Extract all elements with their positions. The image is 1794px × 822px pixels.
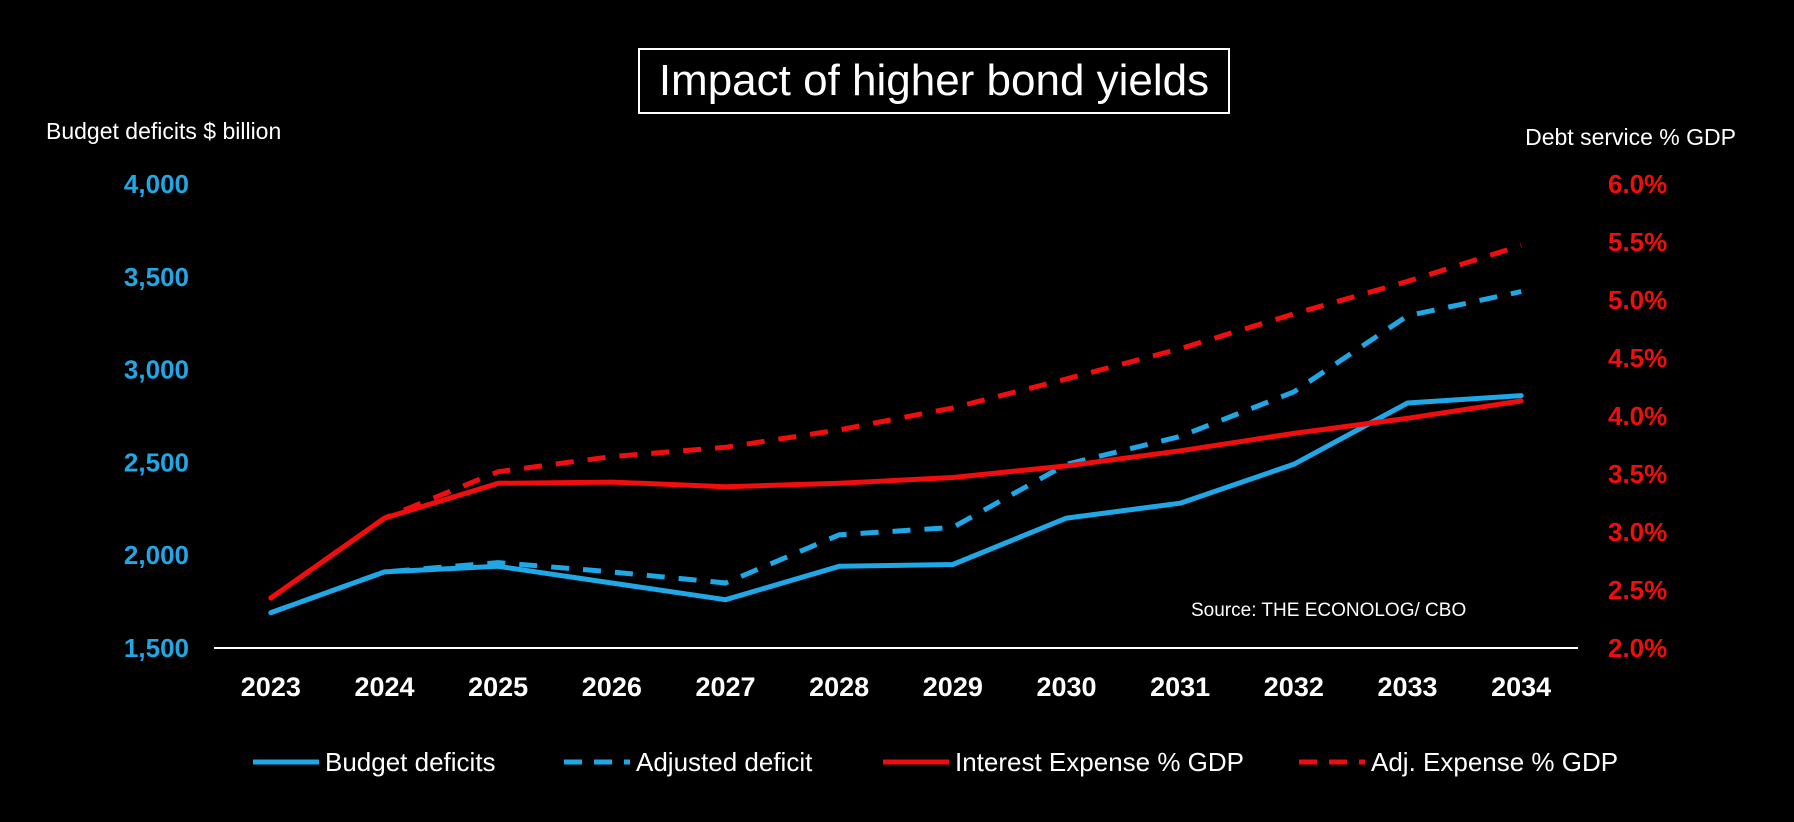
right-tick-label: 5.5% <box>1608 227 1667 257</box>
x-tick-label: 2024 <box>354 672 414 702</box>
right-tick-label: 3.5% <box>1608 459 1667 489</box>
legend-item-budget-deficits: Budget deficits <box>253 742 496 782</box>
legend-item-adjusted-deficit: Adjusted deficit <box>564 742 812 782</box>
source-note: Source: THE ECONOLOG/ CBO <box>1191 600 1467 621</box>
left-tick-label: 4,000 <box>124 169 189 199</box>
right-tick-label: 2.5% <box>1608 575 1667 605</box>
legend-label: Adj. Expense % GDP <box>1371 746 1619 777</box>
x-tick-label: 2026 <box>582 672 642 702</box>
x-tick-label: 2023 <box>241 672 301 702</box>
legend-swatch-interest-expense <box>883 759 949 765</box>
legend-swatch-budget-deficits <box>253 759 319 765</box>
legend: Budget deficits Adjusted deficit Interes… <box>0 742 1794 782</box>
legend-label: Interest Expense % GDP <box>955 746 1245 777</box>
right-tick-label: 6.0% <box>1608 169 1667 199</box>
x-tick-label: 2034 <box>1491 672 1551 702</box>
right-tick-label: 4.5% <box>1608 343 1667 373</box>
legend-item-interest-expense: Interest Expense % GDP <box>883 742 1244 782</box>
left-tick-label: 2,500 <box>124 447 189 477</box>
legend-item-adj-expense: Adj. Expense % GDP <box>1299 742 1618 782</box>
right-tick-label: 2.0% <box>1608 633 1667 663</box>
legend-label: Adjusted deficit <box>636 746 813 777</box>
x-tick-label: 2025 <box>468 672 528 702</box>
chart-title: Impact of higher bond yields <box>658 56 1210 105</box>
legend-swatch-adj-expense <box>1299 759 1365 765</box>
series-line-budget-deficits <box>268 393 1524 616</box>
x-tick-label: 2031 <box>1150 672 1210 702</box>
x-tick-label: 2028 <box>809 672 869 702</box>
chart-title-box: Impact of higher bond yields <box>638 48 1230 114</box>
left-tick-label: 2,000 <box>124 540 189 570</box>
x-tick-label: 2029 <box>923 672 983 702</box>
left-tick-label: 3,500 <box>124 262 189 292</box>
x-tick-label: 2027 <box>695 672 755 702</box>
right-tick-label: 5.0% <box>1608 285 1667 315</box>
x-tick-label: 2032 <box>1264 672 1324 702</box>
x-tick-label: 2030 <box>1036 672 1096 702</box>
series-line-adj-expense-gdp <box>269 243 1522 601</box>
series-line-adjusted-deficit <box>269 289 1522 616</box>
right-tick-label: 4.0% <box>1608 401 1667 431</box>
left-tick-label: 1,500 <box>124 633 189 663</box>
left-tick-label: 3,000 <box>124 355 189 385</box>
legend-label: Budget deficits <box>325 746 496 777</box>
legend-swatch-adjusted-deficit <box>564 759 630 765</box>
series-line-interest-expense-gdp <box>268 398 1524 601</box>
right-tick-label: 3.0% <box>1608 517 1667 547</box>
x-tick-label: 2033 <box>1377 672 1437 702</box>
right-axis-label: Debt service % GDP <box>1525 124 1736 150</box>
left-axis-label: Budget deficits $ billion <box>46 118 282 144</box>
